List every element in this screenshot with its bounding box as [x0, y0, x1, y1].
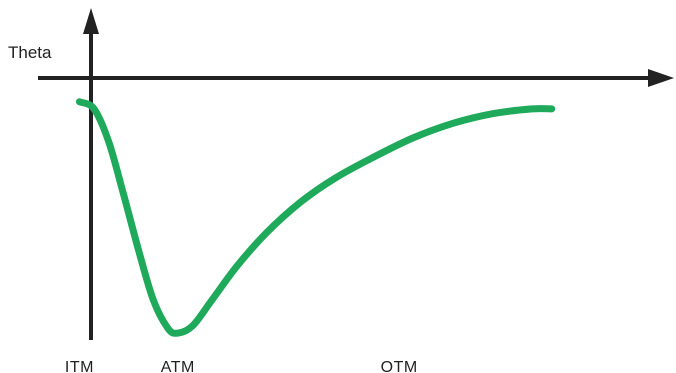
x-axis-arrow-icon — [648, 69, 674, 87]
theta-series-line — [75, 98, 556, 337]
x-tick-label: ITM — [65, 359, 94, 373]
x-tick-labels: ITM ATM OTM — [65, 359, 418, 373]
y-axis-arrow-icon — [83, 8, 99, 34]
y-axis-label: Theta — [8, 43, 52, 62]
x-tick-label: OTM — [381, 359, 418, 373]
x-tick-label: ATM — [161, 359, 195, 373]
